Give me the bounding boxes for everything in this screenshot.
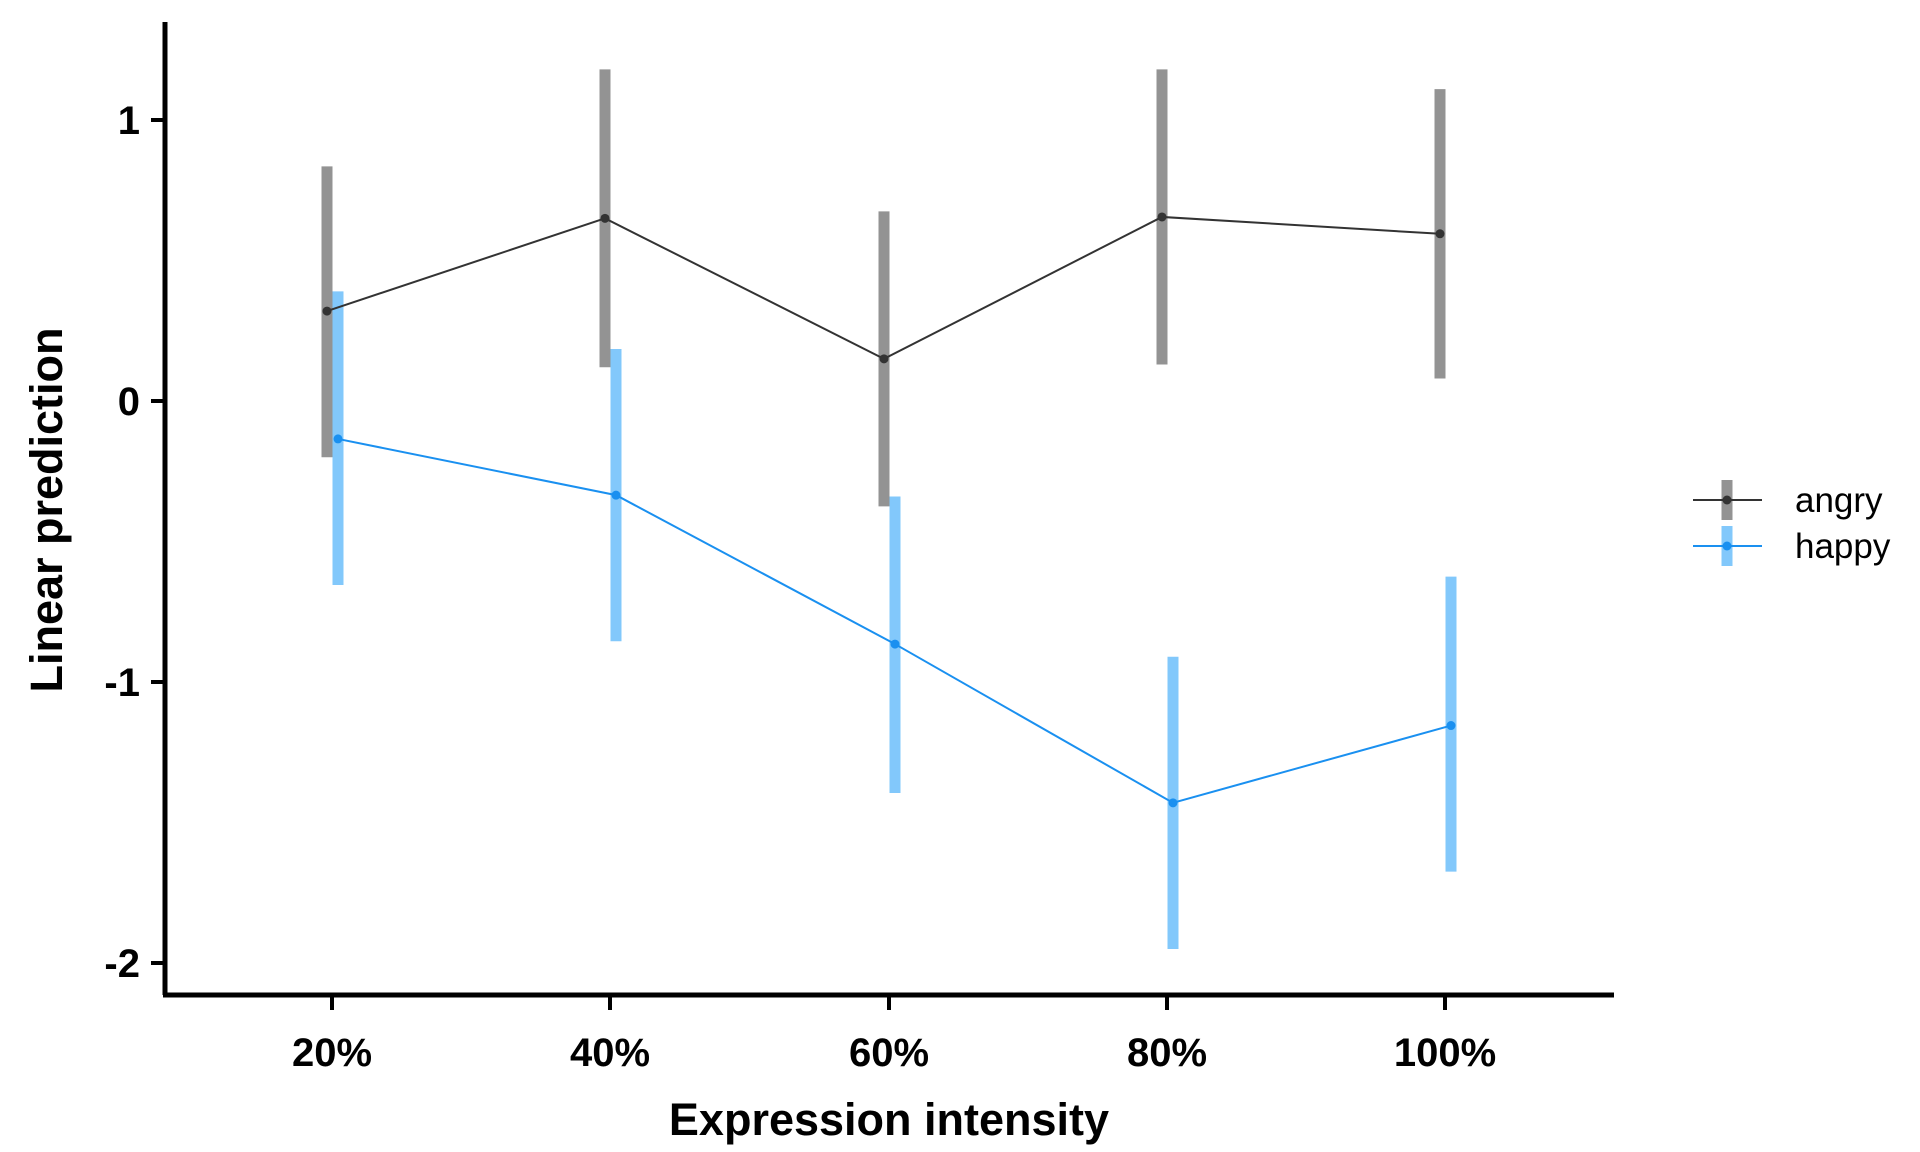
x-tick-label: 20% (292, 1031, 372, 1075)
legend-label-angry: angry (1795, 481, 1883, 520)
series-points (322, 212, 1456, 808)
x-tick-label: 60% (849, 1031, 929, 1075)
angry-legend-point-swatch (1722, 495, 1732, 505)
y-axis-title: Linear prediction (21, 327, 72, 692)
y-tick-label: -1 (104, 661, 140, 705)
angry-point (600, 213, 610, 223)
angry-point (879, 354, 889, 364)
x-ticks: 20% 40% 60% 80% 100% (292, 995, 1496, 1075)
angry-point (322, 306, 332, 316)
x-axis-title: Expression intensity (669, 1094, 1109, 1145)
angry-point (1435, 229, 1445, 239)
y-ticks: 1 0 -1 -2 (104, 99, 165, 986)
legend-label-happy: happy (1795, 527, 1891, 566)
happy-point (333, 434, 343, 444)
happy-legend-point-swatch (1722, 541, 1732, 551)
x-tick-label: 40% (570, 1031, 650, 1075)
y-tick-label: -2 (104, 942, 140, 986)
x-tick-label: 100% (1394, 1031, 1496, 1075)
happy-point (890, 639, 900, 649)
y-tick-label: 0 (118, 380, 140, 424)
x-tick-label: 80% (1127, 1031, 1207, 1075)
angry-point (1157, 212, 1167, 222)
y-tick-label: 1 (118, 99, 140, 143)
axes (162, 22, 1614, 998)
happy-point (611, 490, 621, 500)
happy-point (1168, 798, 1178, 808)
legend: angry happy (1693, 480, 1891, 566)
confidence-intervals (321, 69, 1457, 949)
happy-point (1446, 721, 1456, 731)
